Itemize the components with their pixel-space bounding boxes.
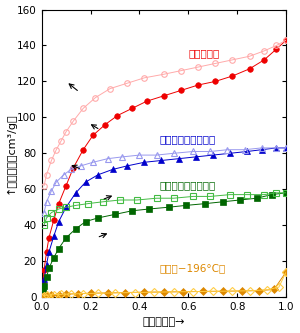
Text: 窒素（−196°C）: 窒素（−196°C） bbox=[159, 263, 225, 273]
Text: メタノール（室温）: メタノール（室温） bbox=[159, 134, 215, 144]
Text: エタノール（室温）: エタノール（室温） bbox=[159, 180, 215, 190]
Y-axis label: ↑　吸着量（cm³/g）: ↑ 吸着量（cm³/g） bbox=[6, 113, 16, 194]
X-axis label: 相対圧力　→: 相対圧力 → bbox=[143, 317, 185, 327]
Text: 水（室温）: 水（室温） bbox=[188, 48, 220, 58]
